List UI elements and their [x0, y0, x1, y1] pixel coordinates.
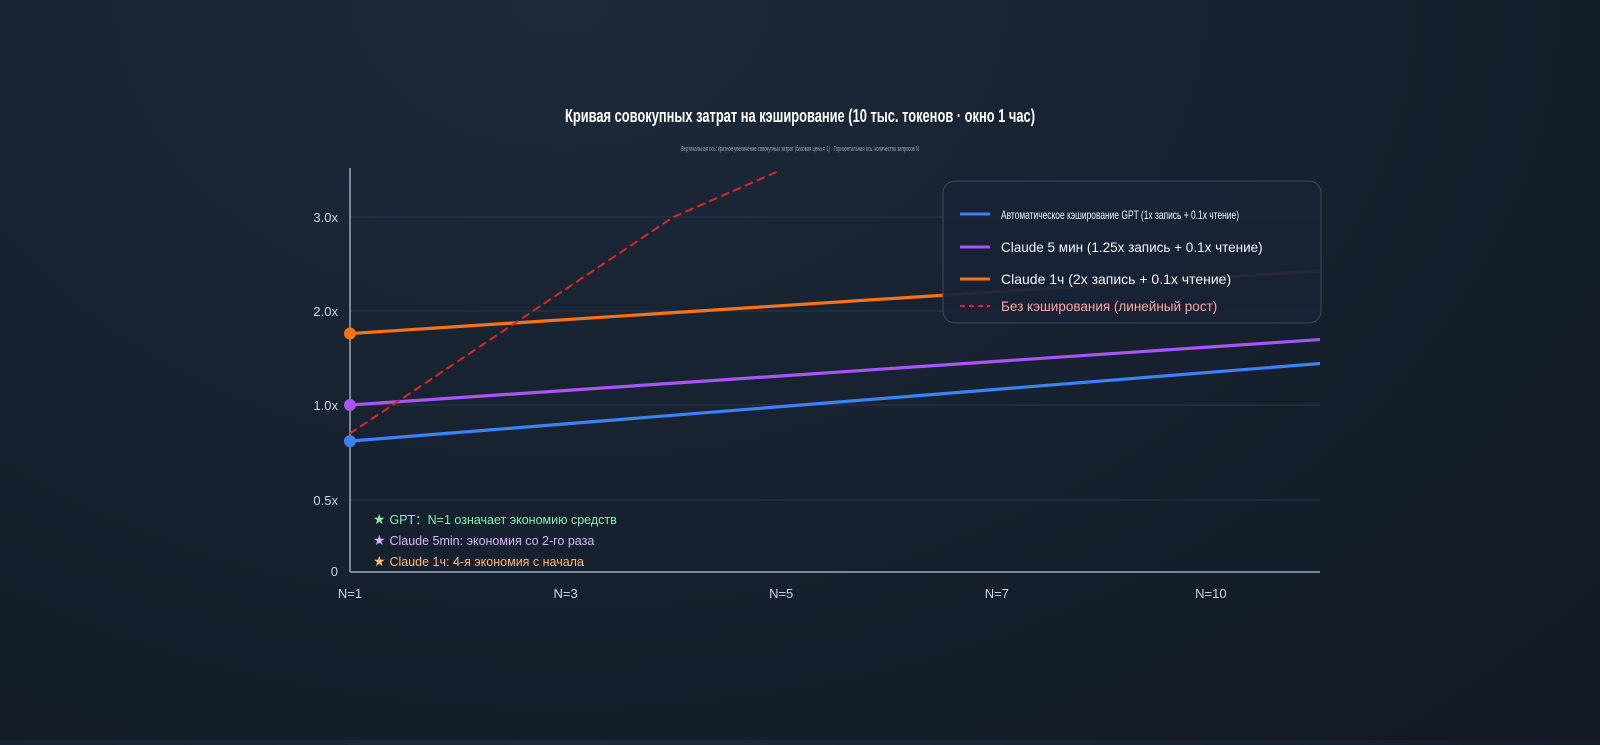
series-line-1: [348, 337, 1320, 407]
legend-label-2: Claude 1ч (2x запись + 0.1x чтение): [1001, 271, 1231, 287]
y-tick-label: 0: [331, 564, 338, 579]
x-tick-label: N=1: [338, 586, 362, 601]
legend-box: [942, 180, 1322, 324]
axes: 0 0.5x 1.0x 2.0x 3.0x N=1 N=3 N=5 N=7 N=10: [313, 168, 1320, 601]
legend-label-1: Claude 5 мин (1.25x запись + 0.1x чтение…: [1001, 240, 1263, 255]
x-tick-label: N=5: [769, 586, 793, 601]
x-tick-label: N=7: [985, 586, 1009, 601]
series-start-marker-0: [344, 435, 356, 448]
chart-title: Кривая совокупных затрат на кэширование …: [565, 106, 1035, 126]
y-tick-label: 0.5x: [313, 493, 338, 508]
chart-subtitle: Вертикальная ось: кратное увеличение сов…: [681, 145, 919, 153]
y-tick-label: 2.0x: [313, 304, 338, 319]
x-tick-label: N=3: [553, 586, 577, 601]
annotation-1: ★ Claude 5min: экономия со 2-го раза: [373, 532, 594, 548]
y-tick-label: 3.0x: [313, 210, 338, 225]
annotation-0: ★ GPT：N=1 означает экономию средств: [373, 511, 617, 527]
series-start-marker-2: [344, 327, 356, 340]
annotations: ★ GPT：N=1 означает экономию средств ★ Cla…: [373, 511, 617, 569]
x-tick-label: N=10: [1195, 586, 1226, 601]
series-line-0: [348, 361, 1320, 443]
series-line-3: [349, 169, 783, 435]
start-markers: [344, 327, 356, 448]
series-start-marker-1: [344, 399, 356, 411]
annotation-2: ★ Claude 1ч: 4-я экономия с начала: [373, 553, 584, 569]
legend: Автоматическое кэширование GPT (1x запис…: [942, 180, 1322, 324]
legend-label-0: Автоматическое кэширование GPT (1x запис…: [1001, 208, 1239, 222]
y-tick-label: 1.0x: [313, 398, 338, 413]
legend-label-3: Без кэширования (линейный рост): [1001, 299, 1217, 314]
